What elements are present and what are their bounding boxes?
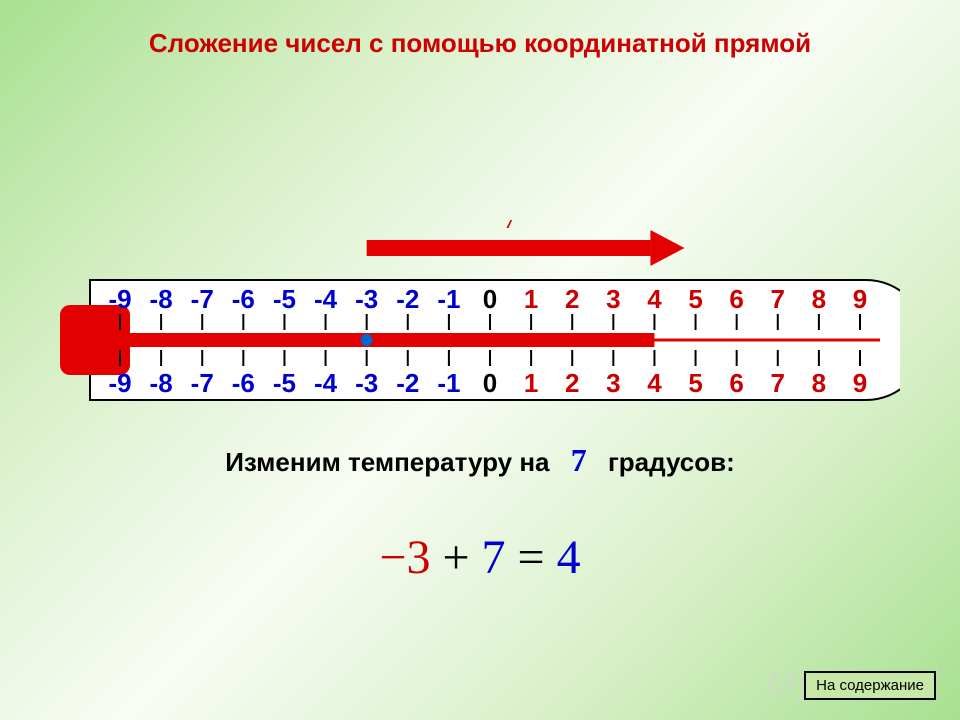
- svg-text:5: 5: [688, 368, 702, 398]
- svg-text:6: 6: [729, 284, 743, 314]
- svg-text:3: 3: [606, 284, 620, 314]
- svg-text:9: 9: [853, 368, 867, 398]
- svg-text:4: 4: [647, 284, 662, 314]
- svg-text:-7: -7: [191, 368, 214, 398]
- svg-text:-2: -2: [396, 284, 419, 314]
- svg-text:1: 1: [524, 284, 538, 314]
- svg-text:-4: -4: [314, 368, 338, 398]
- svg-text:4: 4: [647, 368, 662, 398]
- equation-part: +: [430, 531, 481, 584]
- svg-text:2: 2: [565, 368, 579, 398]
- svg-text:5: 5: [688, 284, 702, 314]
- equation-part: =: [506, 531, 557, 584]
- svg-text:-3: -3: [355, 284, 378, 314]
- svg-text:-1: -1: [437, 368, 460, 398]
- svg-text:7: 7: [503, 220, 518, 235]
- svg-text:9: 9: [853, 284, 867, 314]
- svg-text:-9: -9: [108, 284, 131, 314]
- svg-text:-3: -3: [355, 368, 378, 398]
- svg-text:-5: -5: [273, 368, 296, 398]
- svg-text:0: 0: [483, 284, 497, 314]
- svg-text:8: 8: [812, 368, 826, 398]
- contents-button-label: На содержание: [816, 677, 924, 694]
- equation-part: 4: [557, 531, 581, 584]
- svg-text:-7: -7: [191, 284, 214, 314]
- svg-text:-6: -6: [232, 284, 255, 314]
- title-text: Сложение чисел с помощью координатной пр…: [149, 28, 811, 58]
- svg-text:-6: -6: [232, 368, 255, 398]
- svg-text:0: 0: [483, 368, 497, 398]
- contents-button[interactable]: На содержание: [804, 671, 936, 700]
- equation: −3 + 7 = 4: [0, 530, 960, 585]
- svg-text:3: 3: [606, 368, 620, 398]
- svg-text:-2: -2: [396, 368, 419, 398]
- svg-text:7: 7: [771, 284, 785, 314]
- thermometer-diagram: -9-8-7-6-5-4-3-2-10123456789-9-8-7-6-5-4…: [60, 220, 900, 380]
- svg-text:8: 8: [812, 284, 826, 314]
- equation-part: 3: [406, 531, 430, 584]
- svg-text:6: 6: [729, 368, 743, 398]
- sentence-after: градусов:: [608, 447, 735, 477]
- svg-text:-9: -9: [108, 368, 131, 398]
- svg-text:-1: -1: [437, 284, 460, 314]
- svg-text:-5: -5: [273, 284, 296, 314]
- sentence-before: Изменим температуру на: [225, 447, 549, 477]
- svg-text:-8: -8: [150, 368, 173, 398]
- page-title: Сложение чисел с помощью координатной пр…: [0, 28, 960, 59]
- svg-text:2: 2: [565, 284, 579, 314]
- equation-part: −: [379, 531, 406, 584]
- svg-text:1: 1: [524, 368, 538, 398]
- sentence-value: 7: [571, 442, 587, 478]
- sentence: Изменим температуру на 7 градусов:: [0, 442, 960, 479]
- svg-text:-4: -4: [314, 284, 338, 314]
- svg-text:7: 7: [771, 368, 785, 398]
- svg-text:-8: -8: [150, 284, 173, 314]
- equation-part: 7: [482, 531, 506, 584]
